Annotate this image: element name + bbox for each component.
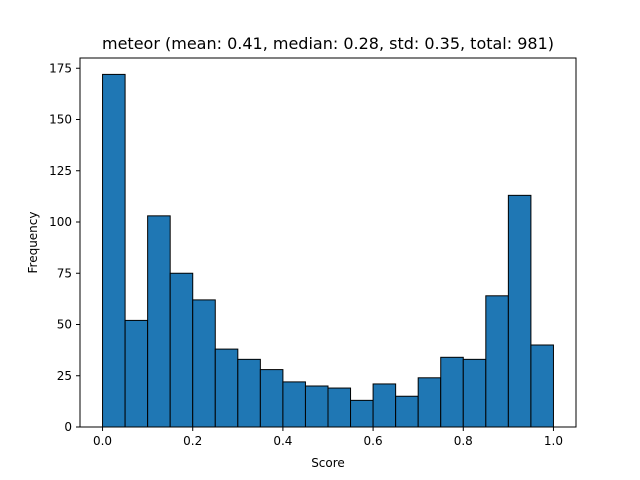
histogram-bar <box>462 358 487 428</box>
y-tick-label: 50 <box>57 318 72 332</box>
x-tick-label: 0.6 <box>364 434 383 448</box>
y-tick-label: 175 <box>49 61 72 75</box>
histogram-bar <box>169 272 194 428</box>
y-axis-ticks: 0 25 50 75 100 125 150 175 <box>49 61 80 434</box>
plot-frame <box>79 57 577 428</box>
histogram-bar <box>259 369 284 428</box>
x-tick-label: 0.8 <box>454 434 473 448</box>
x-axis-ticks: 0.0 0.2 0.4 0.6 0.8 1.0 <box>93 427 563 448</box>
histogram-bar <box>327 387 352 428</box>
histogram-bar <box>124 319 149 428</box>
x-tick-label: 0.4 <box>273 434 292 448</box>
histogram-bar <box>304 385 329 428</box>
histogram-bar <box>237 358 261 428</box>
chart-title: meteor (mean: 0.41, median: 0.28, std: 0… <box>102 34 554 53</box>
histogram-bar <box>350 399 374 428</box>
histogram-bar <box>417 377 442 428</box>
x-tick-label: 0.2 <box>183 434 202 448</box>
y-tick-label: 150 <box>49 113 72 127</box>
histogram-bar <box>192 299 216 428</box>
y-tick-label: 125 <box>49 164 72 178</box>
histogram-bar <box>530 344 554 428</box>
x-axis-label: Score <box>311 456 345 470</box>
y-axis-label: Frequency <box>26 212 40 274</box>
histogram-bar <box>372 383 397 428</box>
histogram-bar <box>214 348 239 428</box>
histogram-bar <box>147 215 171 428</box>
histogram-bar <box>507 194 532 428</box>
bars-group <box>102 73 554 428</box>
y-tick-label: 0 <box>64 420 72 434</box>
y-tick-label: 75 <box>57 266 72 280</box>
histogram-bar <box>485 295 509 428</box>
histogram-bar <box>440 356 464 428</box>
y-tick-label: 100 <box>49 215 72 229</box>
y-tick-label: 25 <box>57 369 72 383</box>
histogram-bar <box>282 381 306 428</box>
x-tick-label: 1.0 <box>544 434 563 448</box>
histogram-bar <box>102 73 126 428</box>
x-tick-label: 0.0 <box>93 434 112 448</box>
histogram-bar <box>395 395 419 428</box>
